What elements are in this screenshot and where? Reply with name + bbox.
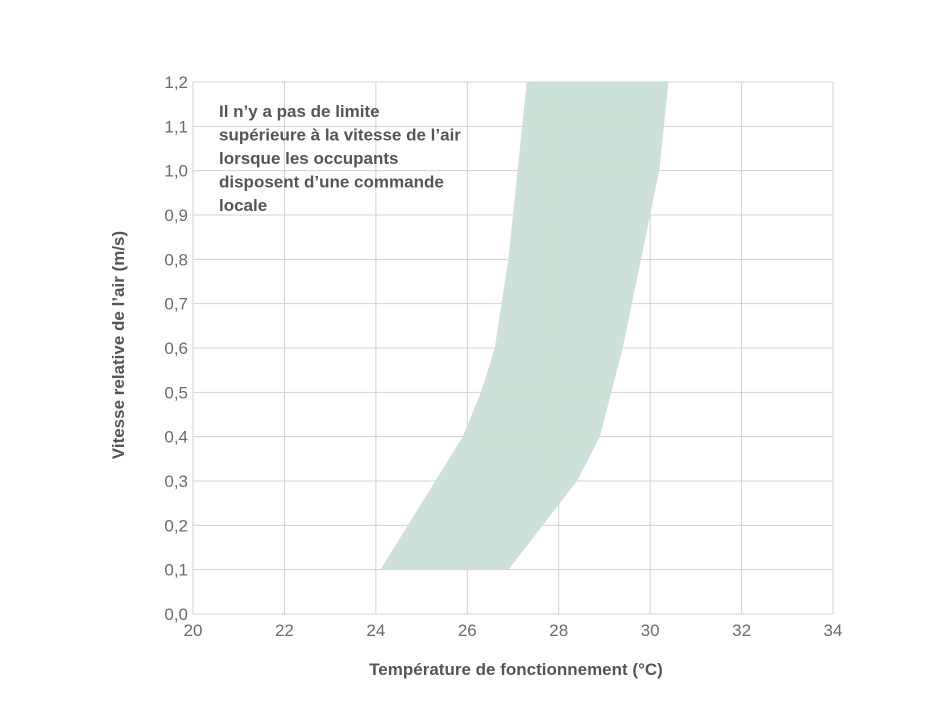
- y-tick-label: 1,0: [164, 162, 188, 181]
- x-tick-label: 28: [549, 621, 568, 640]
- y-tick-label: 0,6: [164, 339, 188, 358]
- x-tick-label: 20: [184, 621, 203, 640]
- y-tick-label: 0,8: [164, 250, 188, 269]
- comfort-zone-band: [380, 82, 669, 570]
- x-tick-label: 34: [824, 621, 843, 640]
- annotation-line: locale: [219, 196, 267, 215]
- y-tick-label: 1,1: [164, 117, 188, 136]
- x-tick-label: 22: [275, 621, 294, 640]
- annotation-line: Il n’y a pas de limite: [219, 102, 380, 121]
- annotation-line: lorsque les occupants: [219, 149, 399, 168]
- x-axis-title: Température de fonctionnement (°C): [369, 660, 663, 679]
- y-tick-label: 0,7: [164, 295, 188, 314]
- y-tick-label: 0,9: [164, 206, 188, 225]
- x-tick-label: 32: [732, 621, 751, 640]
- y-tick-label: 0,4: [164, 428, 188, 447]
- annotation-line: supérieure à la vitesse de l’air: [219, 126, 461, 145]
- x-tick-label: 24: [366, 621, 385, 640]
- annotation-line: disposent d’une commande: [219, 173, 444, 192]
- y-tick-label: 1,2: [164, 73, 188, 92]
- y-tick-label: 0,2: [164, 516, 188, 535]
- y-tick-label: 0,3: [164, 472, 188, 491]
- x-tick-label: 30: [641, 621, 660, 640]
- x-tick-label: 26: [458, 621, 477, 640]
- y-tick-label: 0,1: [164, 561, 188, 580]
- annotation-text: Il n’y a pas de limite supérieure à la v…: [219, 102, 466, 215]
- tick-labels: 20 22 24 26 28 30 32 34 0,0 0,1 0,2 0,3 0,4 0,5 0,6 0,7…: [164, 73, 842, 640]
- y-tick-label: 0,0: [164, 605, 188, 624]
- y-axis-title: Vitesse relative de l’air (m/s): [109, 231, 128, 459]
- y-tick-label: 0,5: [164, 383, 188, 402]
